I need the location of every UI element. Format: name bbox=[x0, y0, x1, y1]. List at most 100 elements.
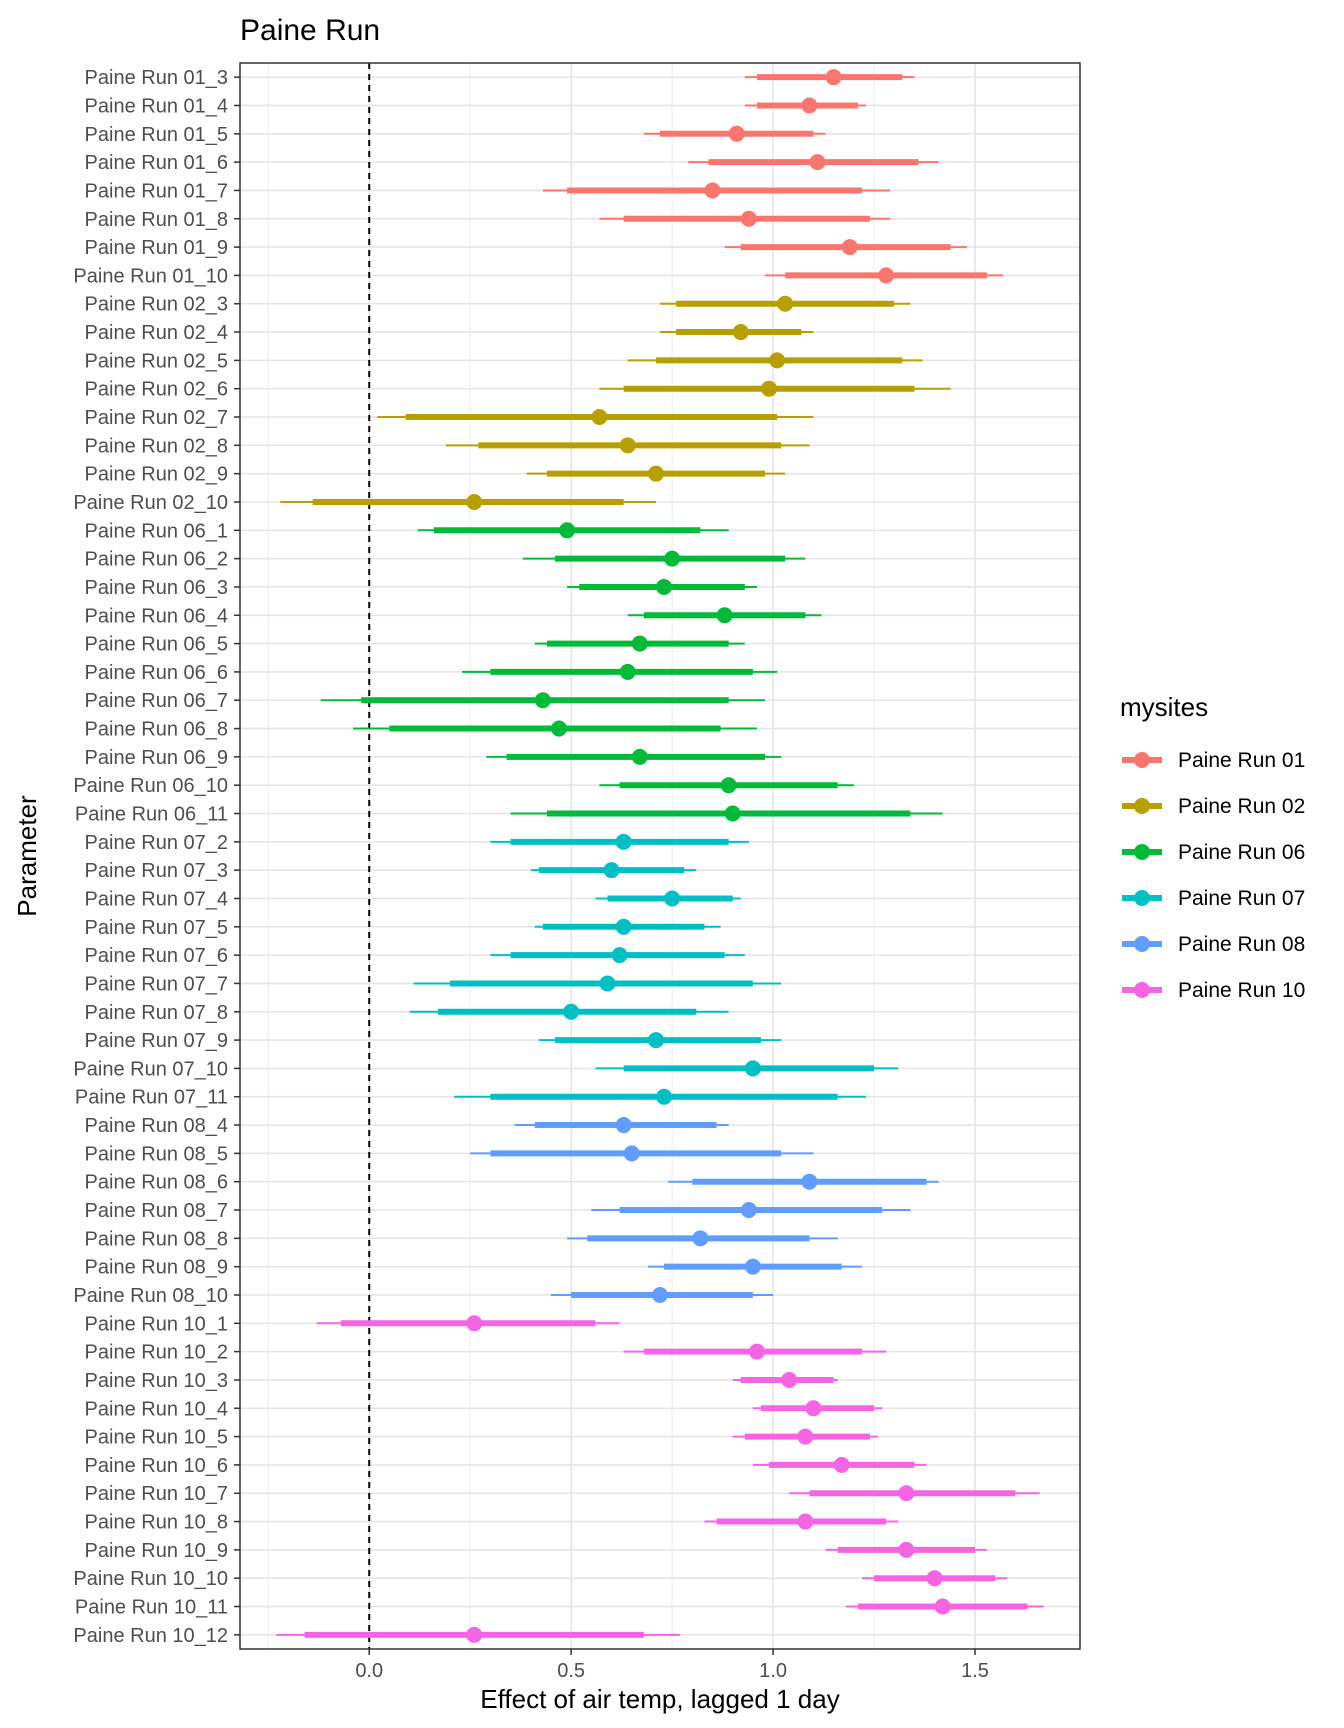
y-tick-label: Paine Run 01_4 bbox=[85, 95, 228, 117]
point-estimate bbox=[551, 720, 568, 737]
point-estimate bbox=[599, 975, 616, 992]
legend-label: Paine Run 02 bbox=[1178, 795, 1305, 818]
point-estimate bbox=[781, 1371, 798, 1388]
legend-label: Paine Run 10 bbox=[1178, 979, 1305, 1002]
point-estimate bbox=[720, 777, 737, 794]
point-estimate bbox=[805, 1400, 822, 1417]
point-estimate bbox=[833, 1456, 850, 1473]
point-estimate bbox=[797, 1513, 814, 1530]
point-estimate bbox=[652, 1286, 668, 1303]
point-estimate bbox=[466, 1315, 483, 1332]
y-tick-label: Paine Run 10_11 bbox=[75, 1597, 228, 1619]
y-tick-label: Paine Run 10_4 bbox=[85, 1398, 228, 1420]
interval-marks bbox=[276, 69, 1044, 1643]
point-estimate bbox=[692, 1230, 709, 1247]
y-tick-label: Paine Run 07_11 bbox=[75, 1087, 228, 1109]
point-estimate bbox=[761, 380, 778, 397]
point-estimate bbox=[611, 947, 628, 964]
point-estimate bbox=[603, 862, 620, 879]
y-tick-label: Paine Run 01_7 bbox=[85, 180, 228, 202]
point-estimate bbox=[732, 324, 749, 341]
y-tick-label: Paine Run 10_6 bbox=[85, 1455, 228, 1477]
plot-panel bbox=[240, 63, 1080, 1649]
y-tick-label: Paine Run 02_7 bbox=[85, 407, 228, 429]
y-tick-label: Paine Run 01_6 bbox=[85, 152, 228, 174]
y-tick-label: Paine Run 06_5 bbox=[85, 634, 228, 656]
y-tick-label: Paine Run 10_2 bbox=[85, 1342, 228, 1364]
y-tick-label: Paine Run 10_1 bbox=[85, 1313, 228, 1335]
x-tick-label: 0.5 bbox=[557, 1660, 585, 1682]
y-tick-label: Paine Run 01_3 bbox=[85, 67, 228, 89]
y-tick-label: Paine Run 10_12 bbox=[73, 1625, 228, 1647]
y-tick-label: Paine Run 06_4 bbox=[85, 605, 228, 627]
y-tick-label: Paine Run 10_10 bbox=[73, 1568, 228, 1590]
y-tick-label: Paine Run 10_3 bbox=[85, 1370, 228, 1392]
point-estimate bbox=[664, 890, 681, 907]
y-tick-label: Paine Run 07_10 bbox=[73, 1058, 228, 1080]
y-tick-label: Paine Run 06_9 bbox=[85, 747, 228, 769]
y-tick-label: Paine Run 08_7 bbox=[85, 1200, 228, 1222]
point-estimate bbox=[740, 1202, 757, 1219]
y-tick-label: Paine Run 07_7 bbox=[85, 973, 228, 995]
y-tick-label: Paine Run 06_6 bbox=[85, 662, 228, 684]
y-axis: Paine Run 01_3 Paine Run 01_4 Paine Run 01… bbox=[73, 67, 240, 1647]
point-estimate bbox=[704, 182, 721, 199]
y-tick-label: Paine Run 08_4 bbox=[85, 1115, 228, 1137]
legend-label: Paine Run 06 bbox=[1178, 841, 1305, 864]
y-tick-label: Paine Run 02_6 bbox=[85, 379, 228, 401]
y-tick-label: Paine Run 06_7 bbox=[85, 690, 228, 712]
y-tick-label: Paine Run 07_8 bbox=[85, 1002, 228, 1024]
y-tick-label: Paine Run 02_8 bbox=[85, 435, 228, 457]
y-tick-label: Paine Run 06_3 bbox=[85, 577, 228, 599]
y-tick-label: Paine Run 01_5 bbox=[85, 124, 228, 146]
point-estimate bbox=[809, 154, 826, 171]
y-tick-label: Paine Run 10_8 bbox=[85, 1512, 228, 1534]
x-axis-title: Effect of air temp, lagged 1 day bbox=[480, 1684, 839, 1714]
y-tick-label: Paine Run 01_10 bbox=[73, 265, 228, 287]
y-tick-label: Paine Run 07_9 bbox=[85, 1030, 228, 1052]
y-tick-label: Paine Run 01_9 bbox=[85, 237, 228, 259]
legend-key-point bbox=[1134, 890, 1150, 906]
y-tick-label: Paine Run 08_9 bbox=[85, 1257, 228, 1279]
point-estimate bbox=[631, 635, 648, 652]
y-tick-label: Paine Run 07_4 bbox=[85, 888, 228, 910]
y-tick-label: Paine Run 08_10 bbox=[73, 1285, 228, 1307]
y-tick-label: Paine Run 08_5 bbox=[85, 1143, 228, 1165]
point-estimate bbox=[466, 493, 483, 510]
point-estimate bbox=[878, 267, 895, 284]
point-estimate bbox=[619, 663, 636, 680]
point-estimate bbox=[744, 1258, 761, 1275]
x-tick-label: 1.0 bbox=[759, 1660, 787, 1682]
y-tick-label: Paine Run 07_5 bbox=[85, 917, 228, 939]
point-estimate bbox=[591, 409, 608, 426]
point-estimate bbox=[647, 1032, 664, 1049]
legend-key-point bbox=[1134, 982, 1150, 998]
point-estimate bbox=[740, 210, 757, 227]
y-tick-label: Paine Run 07_2 bbox=[85, 832, 228, 854]
y-tick-label: Paine Run 02_5 bbox=[85, 350, 228, 372]
y-tick-label: Paine Run 06_8 bbox=[85, 719, 228, 741]
point-estimate bbox=[631, 748, 648, 765]
point-estimate bbox=[825, 69, 842, 86]
point-estimate bbox=[534, 692, 551, 709]
point-estimate bbox=[728, 125, 745, 142]
legend: mysites Paine Run 01 Paine Run 02 Paine Ru… bbox=[1120, 692, 1305, 1002]
point-estimate bbox=[559, 522, 576, 539]
point-estimate bbox=[744, 1060, 761, 1077]
point-estimate bbox=[769, 352, 786, 369]
legend-title: mysites bbox=[1120, 692, 1208, 722]
point-estimate bbox=[801, 1173, 818, 1190]
point-estimate bbox=[777, 295, 794, 312]
plot-border bbox=[239, 62, 1081, 1650]
y-tick-label: Paine Run 02_4 bbox=[85, 322, 228, 344]
legend-key-point bbox=[1134, 798, 1150, 814]
y-tick-label: Paine Run 06_1 bbox=[85, 520, 228, 542]
x-tick-label: 0.0 bbox=[355, 1660, 383, 1682]
point-estimate bbox=[619, 437, 636, 454]
point-estimate bbox=[724, 805, 741, 822]
point-estimate bbox=[801, 97, 818, 114]
point-estimate bbox=[647, 465, 664, 482]
y-tick-label: Paine Run 10_9 bbox=[85, 1540, 228, 1562]
y-tick-label: Paine Run 02_3 bbox=[85, 294, 228, 316]
point-estimate bbox=[926, 1570, 943, 1587]
